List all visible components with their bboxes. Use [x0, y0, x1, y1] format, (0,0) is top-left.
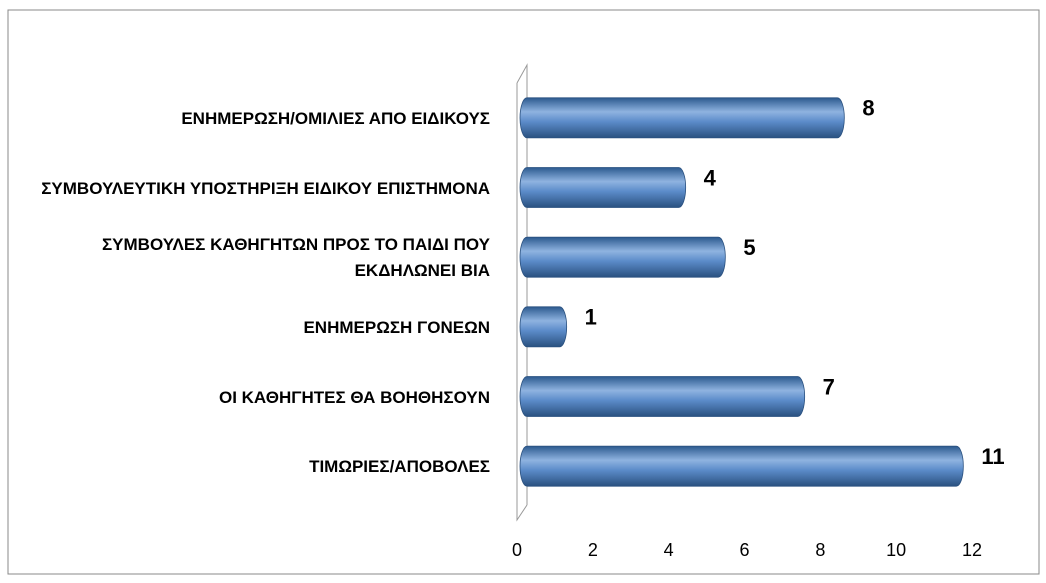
y-tick-label: ΤΙΜΩΡΙΕΣ/ΑΠΟΒΟΛΕΣ	[309, 457, 490, 477]
x-tick-label: 2	[588, 540, 598, 560]
x-tick-label: 12	[962, 540, 982, 560]
chart-frame	[7, 9, 1040, 575]
bar	[519, 167, 687, 208]
x-tick-label: 4	[664, 540, 674, 560]
value-label: 5	[743, 235, 755, 260]
value-label: 8	[862, 96, 874, 121]
value-label: 1	[585, 305, 597, 330]
y-tick-label: ΟΙ ΚΑΘΗΓΗΤΕΣ ΘΑ ΒΟΗΘΗΣΟΥΝ	[218, 387, 490, 407]
bar	[519, 97, 845, 139]
x-tick-label: 6	[739, 540, 749, 560]
value-label: 4	[704, 165, 717, 190]
bar	[519, 236, 726, 278]
side-wall	[516, 83, 528, 522]
y-tick-label: ΕΝΗΜΕΡΩΣΗ/ΟΜΙΛΙΕΣ ΑΠΟ ΕΙΔΙΚΟΥΣ	[181, 108, 490, 128]
x-tick-label: 0	[512, 540, 522, 560]
value-label: 7	[823, 374, 835, 399]
back-wall	[516, 63, 528, 505]
bar	[519, 445, 964, 487]
y-tick-label: ΕΝΗΜΕΡΩΣΗ ΓΟΝΕΩΝ	[303, 317, 490, 337]
y-tick-label: ΣΥΜΒΟΥΛΕΣ ΚΑΘΗΓΗΤΩΝ ΠΡΟΣ ΤΟ ΠΑΙΔΙ ΠΟΥ ΕΚ…	[101, 235, 490, 281]
value-label: 11	[981, 444, 1004, 469]
y-tick-label: ΣΥΜΒΟΥΛΕΥΤΙΚΗ ΥΠΟΣΤΗΡΙΞΗ ΕΙΔΙΚΟΥ ΕΠΙΣΤΗΜ…	[41, 178, 490, 198]
x-tick-label: 10	[886, 540, 906, 560]
bar	[519, 376, 806, 417]
bar	[519, 306, 568, 348]
x-tick-label: 8	[815, 540, 825, 560]
